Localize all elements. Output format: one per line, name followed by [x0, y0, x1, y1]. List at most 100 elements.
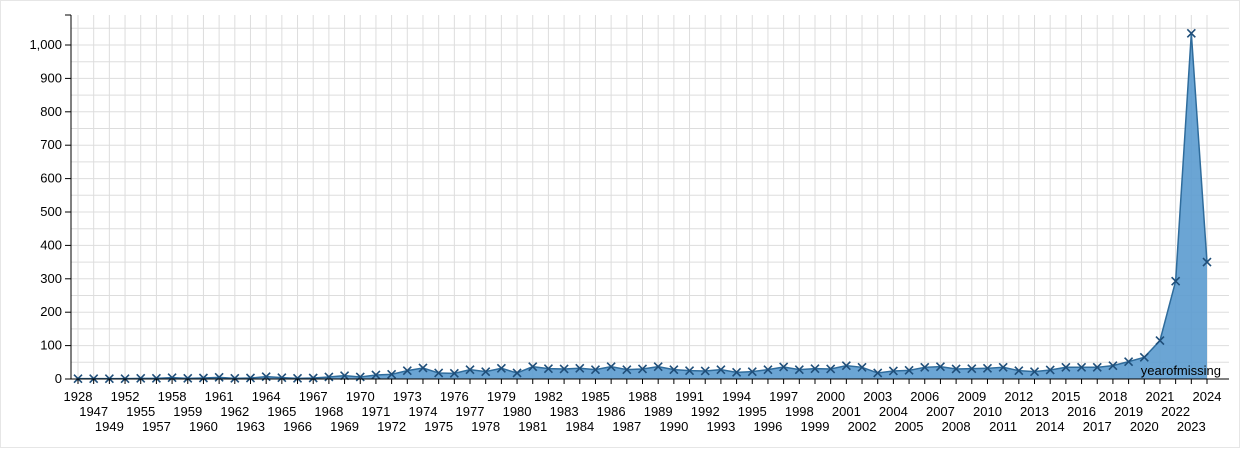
y-tick-label: 900 — [40, 70, 62, 85]
y-tick-label: 700 — [40, 137, 62, 152]
data-point-marker[interactable] — [1045, 365, 1055, 375]
x-tick-label: 1947 — [79, 404, 108, 419]
x-tick-label: 1989 — [644, 404, 673, 419]
data-point-marker[interactable] — [732, 367, 742, 377]
data-point-marker[interactable] — [355, 372, 365, 382]
data-point-marker[interactable] — [1108, 361, 1118, 371]
data-point-marker[interactable] — [575, 363, 585, 373]
x-tick-label: 2016 — [1067, 404, 1096, 419]
data-point-marker[interactable] — [810, 364, 820, 374]
x-tick-label: 1957 — [142, 419, 171, 434]
x-tick-label: 1982 — [534, 389, 563, 404]
data-point-marker[interactable] — [700, 366, 710, 376]
data-point-marker[interactable] — [1092, 362, 1102, 372]
data-point-marker[interactable] — [982, 363, 993, 373]
x-tick-label: 2007 — [926, 404, 955, 419]
data-point-marker[interactable] — [1029, 367, 1040, 377]
data-point-marker[interactable] — [481, 367, 491, 377]
data-point-marker[interactable] — [873, 368, 883, 378]
data-point-marker[interactable] — [418, 363, 428, 373]
x-tick-label: 2020 — [1130, 419, 1159, 434]
data-point-marker[interactable] — [434, 368, 444, 378]
data-point-marker[interactable] — [528, 362, 538, 372]
x-tick-label: 1977 — [456, 404, 485, 419]
data-point-marker[interactable] — [779, 362, 789, 372]
data-point-marker[interactable] — [183, 373, 193, 383]
data-point-marker[interactable] — [841, 361, 851, 371]
data-point-marker[interactable] — [512, 368, 522, 378]
y-axis-ticks: 0 100 200 300 400 500 600 700 800 900 1,000 — [29, 14, 71, 386]
data-point-marker[interactable] — [998, 362, 1008, 372]
data-point-marker[interactable] — [606, 362, 616, 372]
data-point-marker[interactable] — [277, 373, 287, 383]
data-point-marker[interactable] — [747, 367, 757, 377]
data-point-marker[interactable] — [904, 365, 914, 375]
data-point-marker[interactable] — [763, 365, 773, 375]
data-point-marker[interactable] — [371, 370, 381, 380]
data-point-marker[interactable] — [198, 373, 209, 383]
x-tick-label: 1955 — [126, 404, 155, 419]
data-point-marker[interactable] — [888, 366, 898, 376]
data-point-marker[interactable] — [967, 364, 977, 374]
x-tick-label: 1965 — [267, 404, 296, 419]
data-point-marker[interactable] — [449, 368, 459, 378]
data-point-marker[interactable] — [951, 364, 961, 374]
horizontal-gridlines — [71, 27, 1229, 363]
data-point-marker[interactable] — [716, 365, 726, 375]
data-point-marker[interactable] — [245, 373, 256, 383]
data-point-marker[interactable] — [1124, 357, 1134, 367]
vertical-gridlines — [77, 15, 1208, 379]
data-point-marker[interactable] — [559, 364, 569, 374]
data-point-marker[interactable] — [590, 365, 601, 375]
y-tick-label: 400 — [40, 237, 62, 252]
data-point-marker[interactable] — [230, 373, 240, 383]
x-tick-label: 2008 — [942, 419, 971, 434]
data-point-marker[interactable] — [402, 366, 412, 376]
data-point-marker[interactable] — [1076, 362, 1087, 372]
data-point-marker[interactable] — [1171, 276, 1181, 286]
data-point-marker[interactable] — [1155, 336, 1165, 346]
data-point-marker[interactable] — [1186, 28, 1196, 38]
x-tick-label: 1988 — [628, 389, 657, 404]
data-point-marker[interactable] — [653, 362, 663, 372]
data-point-marker[interactable] — [151, 373, 161, 383]
data-point-marker[interactable] — [669, 365, 679, 375]
x-tick-label: 1992 — [691, 404, 720, 419]
data-point-marker[interactable] — [543, 364, 553, 374]
data-point-marker[interactable] — [465, 365, 475, 375]
x-tick-label: 1981 — [518, 419, 547, 434]
x-tick-label: 1994 — [722, 389, 751, 404]
data-point-marker[interactable] — [920, 362, 930, 372]
x-tick-label: 2015 — [1051, 389, 1080, 404]
data-point-marker[interactable] — [1202, 257, 1212, 267]
x-tick-label: 1979 — [487, 389, 516, 404]
data-point-marker[interactable] — [794, 365, 804, 375]
data-point-marker[interactable] — [308, 373, 318, 383]
data-point-marker[interactable] — [324, 372, 334, 382]
data-point-marker[interactable] — [387, 369, 397, 379]
data-point-marker[interactable] — [935, 362, 945, 372]
data-point-marker[interactable] — [622, 365, 632, 375]
x-tick-label: 2023 — [1177, 419, 1206, 434]
x-tick-label: 1969 — [330, 419, 359, 434]
data-point-marker[interactable] — [136, 373, 146, 383]
data-point-marker[interactable] — [637, 364, 648, 374]
data-point-marker[interactable] — [340, 371, 350, 381]
x-tick-label: 1974 — [409, 404, 438, 419]
data-point-marker[interactable] — [1061, 362, 1071, 372]
x-tick-label: 1959 — [173, 404, 202, 419]
data-point-marker[interactable] — [1139, 352, 1149, 362]
x-tick-label: 2019 — [1114, 404, 1143, 419]
data-point-marker[interactable] — [684, 366, 695, 376]
data-point-marker[interactable] — [496, 363, 506, 373]
data-point-marker[interactable] — [214, 372, 224, 382]
data-point-marker[interactable] — [167, 373, 177, 383]
x-tick-label: 2014 — [1036, 419, 1065, 434]
x-tick-label: 1961 — [205, 389, 234, 404]
data-point-marker[interactable] — [1014, 366, 1024, 376]
data-point-marker[interactable] — [826, 364, 836, 374]
x-tick-label: 1999 — [801, 419, 830, 434]
data-point-marker[interactable] — [292, 373, 303, 383]
x-tick-label: 2002 — [848, 419, 877, 434]
data-point-marker[interactable] — [857, 362, 867, 372]
